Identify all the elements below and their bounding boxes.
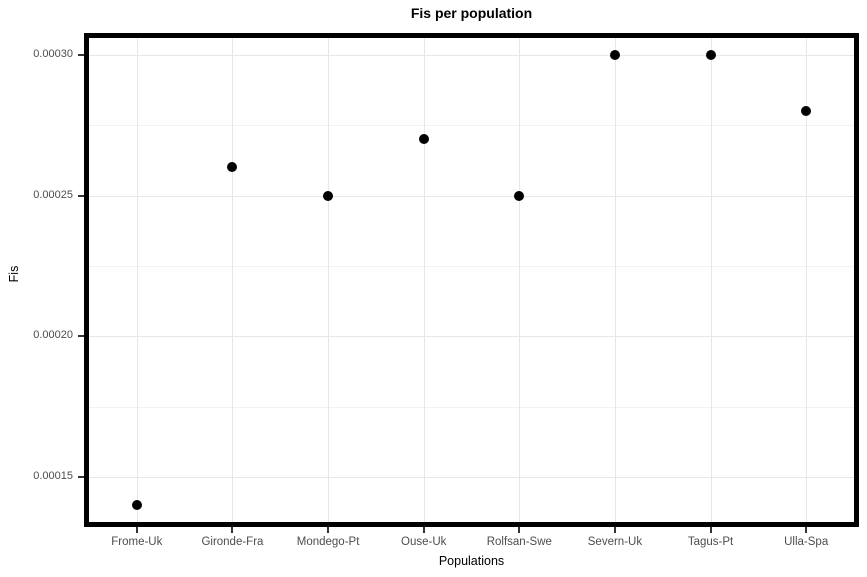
gridline-major-vertical [806, 38, 808, 522]
x-axis-tick-label: Ulla-Spa [784, 536, 829, 548]
plot-panel-inner [89, 38, 854, 522]
x-axis-tick-label: Severn-Uk [587, 536, 643, 548]
plot-panel [84, 33, 859, 527]
gridline-major-vertical [136, 38, 138, 522]
gridline-minor-horizontal [89, 406, 854, 408]
gridline-major-vertical [328, 38, 330, 522]
plot-title: Fis per population [410, 5, 533, 21]
x-axis-tick-mark [805, 527, 808, 533]
y-axis-tick-mark [78, 475, 84, 478]
data-point-severn-uk [609, 49, 620, 60]
gridline-major-horizontal [89, 195, 854, 197]
x-axis-tick-mark [422, 527, 425, 533]
y-axis-tick-mark [78, 335, 84, 338]
x-axis-tick-mark [518, 527, 521, 533]
y-axis-tick-label: 0.00020 [33, 329, 73, 342]
gridline-major-horizontal [89, 476, 854, 478]
data-point-rolfsan-swe [514, 190, 525, 201]
x-axis-tick-mark [709, 527, 712, 533]
gridline-major-vertical [519, 38, 521, 522]
gridline-major-horizontal [89, 54, 854, 56]
gridline-major-horizontal [89, 336, 854, 338]
data-point-ouse-uk [418, 134, 429, 145]
x-axis-tick-label: Rolfsan-Swe [486, 536, 552, 548]
x-axis-tick-label: Tagus-Pt [687, 536, 734, 548]
data-point-ulla-spa [801, 106, 812, 117]
gridline-major-vertical [423, 38, 425, 522]
x-axis-tick-mark [613, 527, 616, 533]
x-axis-tick-label: Mondego-Pt [296, 536, 360, 548]
y-axis-tick-label: 0.00030 [33, 47, 73, 60]
y-axis-tick-mark [78, 53, 84, 56]
data-point-tagus-pt [705, 49, 716, 60]
x-axis-tick-label: Ouse-Uk [401, 536, 447, 548]
x-axis-title: Populations [438, 554, 505, 568]
gridline-major-vertical [614, 38, 616, 522]
x-axis-tick-mark [231, 527, 234, 533]
y-axis-tick-label: 0.00025 [33, 188, 73, 201]
gridline-minor-horizontal [89, 125, 854, 127]
y-axis-tick-mark [78, 194, 84, 197]
y-axis-title: Fis [7, 265, 21, 283]
gridline-major-vertical [232, 38, 234, 522]
data-point-gironde-fra [227, 162, 238, 173]
x-axis-tick-mark [135, 527, 138, 533]
gridline-minor-horizontal [89, 265, 854, 267]
gridline-major-vertical [710, 38, 712, 522]
data-point-frome-uk [131, 500, 142, 511]
y-axis-tick-label: 0.00015 [33, 469, 73, 482]
x-axis-tick-mark [327, 527, 330, 533]
data-point-mondego-pt [323, 190, 334, 201]
x-axis-tick-label: Gironde-Fra [201, 536, 264, 548]
x-axis-tick-label: Frome-Uk [111, 536, 163, 548]
